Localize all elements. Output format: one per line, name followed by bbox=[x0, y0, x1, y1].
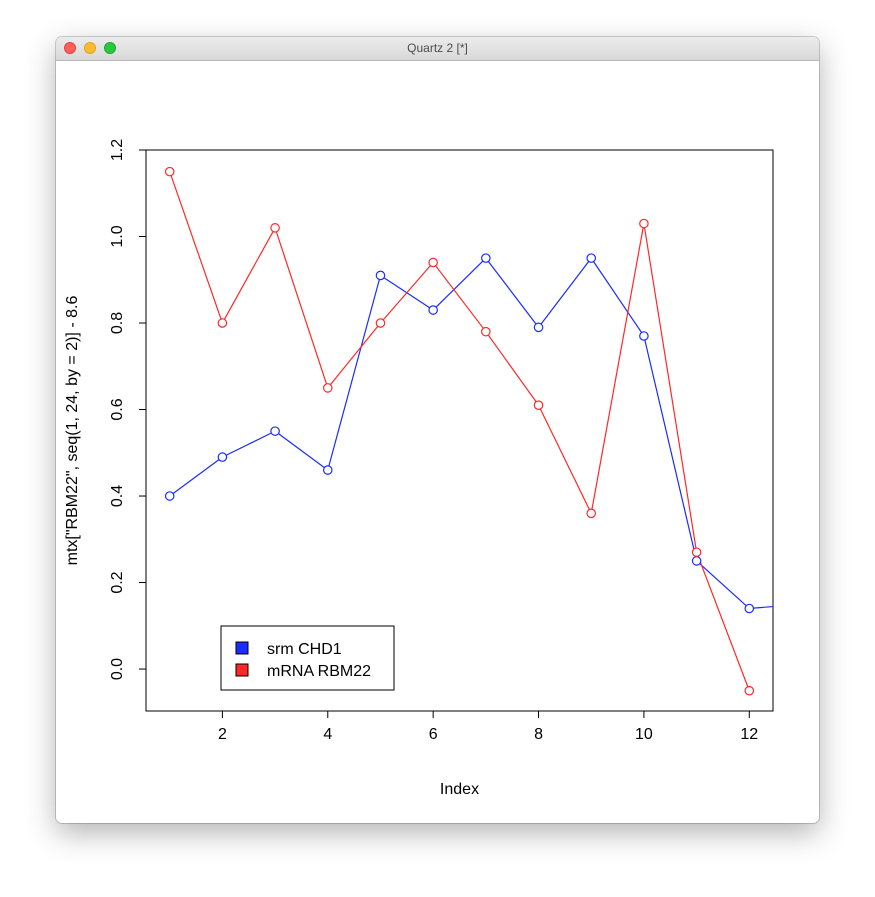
data-point bbox=[691, 547, 702, 558]
series-line-segment bbox=[172, 459, 220, 495]
x-tick-label: 8 bbox=[534, 726, 543, 743]
x-tick-label: 4 bbox=[323, 726, 332, 743]
data-point bbox=[533, 322, 544, 333]
series-line-segment bbox=[382, 265, 431, 321]
legend-swatch bbox=[235, 663, 249, 677]
legend-swatch bbox=[235, 641, 249, 655]
legend-box bbox=[220, 625, 395, 691]
series-line-segment bbox=[170, 175, 222, 320]
data-point bbox=[322, 465, 333, 475]
data-point bbox=[639, 331, 649, 341]
minimize-button[interactable] bbox=[84, 42, 96, 54]
data-point bbox=[375, 270, 386, 281]
close-button[interactable] bbox=[64, 42, 76, 54]
series-line-segment bbox=[223, 231, 274, 320]
y-tick-label: 1.2 bbox=[109, 139, 126, 161]
data-point bbox=[744, 603, 755, 614]
data-point bbox=[744, 685, 755, 696]
series-line-segment bbox=[591, 227, 644, 510]
series-line-segment bbox=[644, 339, 697, 557]
zoom-button[interactable] bbox=[104, 42, 116, 54]
series-line-segment bbox=[225, 432, 272, 456]
series-line-segment bbox=[487, 261, 537, 325]
data-point bbox=[533, 400, 544, 410]
y-tick-label: 0.6 bbox=[109, 398, 126, 420]
y-axis-label: mtx["RBM22", seq(1, 24, by = 2)] - 8.6 bbox=[64, 296, 81, 566]
data-point bbox=[428, 305, 438, 315]
series-line-segment bbox=[329, 325, 379, 386]
window-title: Quartz 2 [*] bbox=[407, 41, 468, 55]
series-line-segment bbox=[278, 433, 325, 469]
data-point bbox=[481, 326, 491, 337]
data-point bbox=[270, 426, 280, 436]
series-line-segment bbox=[540, 261, 590, 325]
series-line-segment bbox=[539, 408, 590, 510]
title-bar[interactable]: Quartz 2 [*] bbox=[56, 37, 819, 61]
series-line-segment bbox=[435, 265, 484, 329]
data-point bbox=[217, 318, 228, 328]
x-tick-label: 10 bbox=[635, 726, 653, 743]
data-point bbox=[375, 318, 386, 328]
series-group bbox=[170, 175, 773, 687]
x-tick-label: 12 bbox=[740, 726, 758, 743]
series-line-segment bbox=[753, 605, 773, 609]
x-tick-label: 2 bbox=[218, 726, 227, 743]
x-tick-label: 6 bbox=[429, 726, 438, 743]
series-line-segment bbox=[699, 563, 747, 607]
series-line-segment bbox=[697, 555, 749, 687]
y-tick-label: 0.0 bbox=[109, 658, 126, 680]
y-tick-label: 0.2 bbox=[109, 571, 126, 593]
data-point bbox=[428, 257, 438, 268]
data-point bbox=[639, 218, 649, 229]
x-axis-label: Index bbox=[440, 781, 479, 798]
data-point bbox=[691, 556, 702, 566]
plot-window: Quartz 2 [*] 2 4 6 8 10 12 0.0 0.2 0.4 0.6 0.8 1.0 1… bbox=[56, 37, 819, 823]
series-line-segment bbox=[593, 261, 643, 333]
plot-area: 2 4 6 8 10 12 0.0 0.2 0.4 0.6 0.8 1.0 1.2 Index mtx["R… bbox=[56, 60, 819, 823]
data-point bbox=[270, 223, 280, 233]
y-tick-label: 0.4 bbox=[109, 485, 126, 507]
series-line-segment bbox=[435, 260, 484, 308]
plot-frame bbox=[145, 149, 774, 712]
legend-label: srm CHD1 bbox=[267, 641, 342, 658]
series-line-segment bbox=[328, 279, 380, 467]
line-chart: 2 4 6 8 10 12 0.0 0.2 0.4 0.6 0.8 1.0 1.2 Index mtx["R… bbox=[64, 139, 774, 798]
data-point bbox=[217, 452, 228, 462]
series-line-segment bbox=[643, 227, 697, 549]
series-line-segment bbox=[487, 334, 537, 403]
y-tick-label: 1.0 bbox=[109, 225, 126, 247]
data-point bbox=[164, 166, 175, 177]
data-point bbox=[586, 508, 597, 519]
data-point bbox=[322, 383, 333, 393]
data-point bbox=[586, 253, 597, 263]
series-line-segment bbox=[275, 231, 328, 385]
data-point bbox=[481, 253, 491, 263]
data-point bbox=[164, 491, 175, 501]
legend-label: mRNA RBM22 bbox=[267, 663, 371, 680]
legend: srm CHD1 mRNA RBM22 bbox=[220, 625, 395, 691]
y-tick-label: 0.8 bbox=[109, 312, 126, 334]
